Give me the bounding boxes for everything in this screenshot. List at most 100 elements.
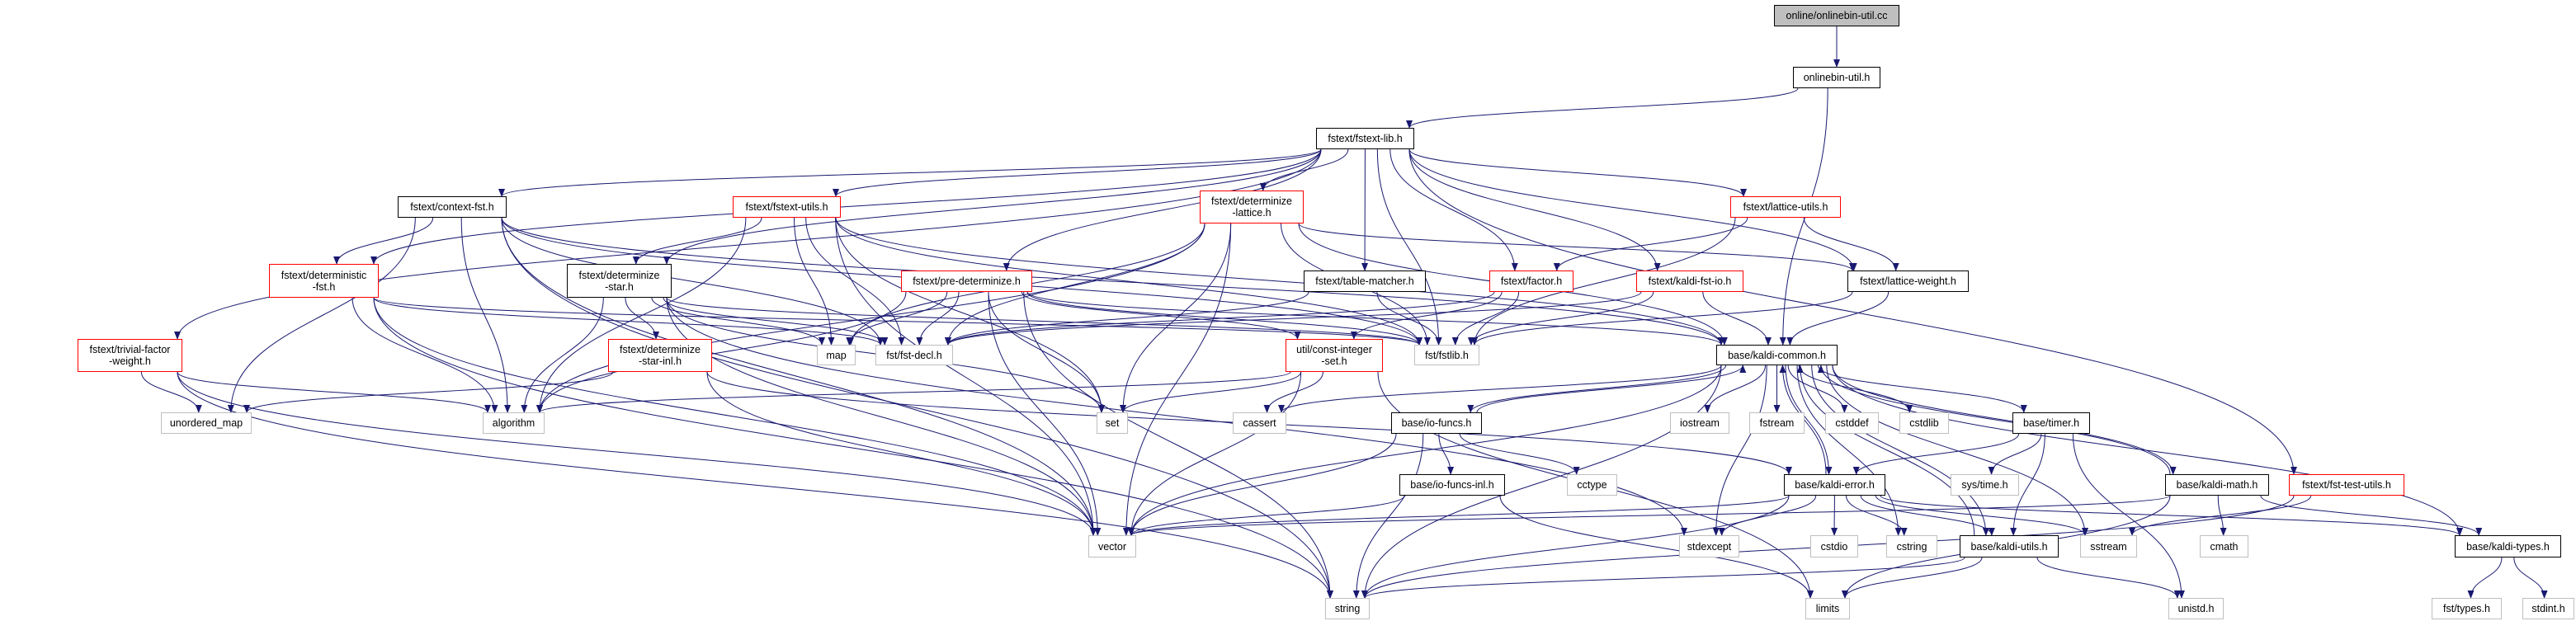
- edge-kaldi_common-to-string: [1361, 365, 1722, 599]
- edge-io_funcs-to-io_funcs_inl: [1438, 433, 1455, 475]
- node-label: cstring: [1896, 540, 1927, 553]
- node-cstring: cstring: [1886, 535, 1937, 557]
- node-deterministic-fst[interactable]: fstext/deterministic -fst.h: [269, 264, 379, 298]
- edge-const_int_set-to-vector: [1128, 371, 1302, 536]
- edge-det_star-to-vector: [666, 297, 1097, 536]
- node-label: set: [1105, 417, 1120, 429]
- node-const-int-set[interactable]: util/const-integer -set.h: [1286, 339, 1383, 372]
- node-trivial-fw[interactable]: fstext/trivial-factor -weight.h: [78, 339, 182, 372]
- edge-fstext_lib-to-fst_test_utils: [1408, 148, 2297, 475]
- node-context-fst[interactable]: fstext/context-fst.h: [398, 196, 507, 218]
- node-label: base/kaldi-math.h: [2176, 479, 2258, 491]
- node-label: sys/time.h: [1961, 479, 2008, 491]
- node-label: base/io-funcs-inl.h: [1410, 479, 1494, 491]
- node-label: util/const-integer: [1296, 344, 1372, 355]
- edge-context_fst-to-unordered_map: [227, 217, 416, 413]
- edge-factor-to-fstlib: [1451, 291, 1520, 346]
- node-lattice-weight[interactable]: fstext/lattice-weight.h: [1847, 271, 1969, 292]
- edge-pre_det-to-map: [846, 291, 948, 346]
- node-kaldi-utils[interactable]: base/kaldi-utils.h: [1960, 535, 2059, 557]
- edge-lattice_utils-to-factor: [1553, 217, 1748, 271]
- edge-kaldi_fst_io-to-fstlib: [1468, 291, 1654, 346]
- edge-kaldi_common-to-kaldi_utils: [1811, 365, 1989, 536]
- node-lattice-utils[interactable]: fstext/lattice-utils.h: [1730, 196, 1841, 218]
- edge-factor-to-const_int_set: [1350, 291, 1503, 340]
- node-io-funcs-inl[interactable]: base/io-funcs-inl.h: [1399, 474, 1505, 496]
- edge-deterministic_fst-to-fst_decl: [373, 297, 884, 346]
- edge-context_fst-to-vector: [501, 217, 1097, 536]
- edge-kaldi_utils-to-kaldi_common: [1796, 365, 1975, 536]
- node-cstdio: cstdio: [1810, 535, 1858, 557]
- edge-fstext_lib-to-context_fst: [498, 148, 1322, 197]
- node-unordered-map: unordered_map: [161, 412, 252, 434]
- node-sstream: sstream: [2080, 535, 2137, 557]
- edge-timer-to-sys_time: [1988, 433, 2042, 475]
- edge-kaldi_math-to-cmath: [2217, 495, 2227, 536]
- node-label: fst/fstlib.h: [1425, 349, 1469, 361]
- node-det-lattice[interactable]: fstext/determinize -lattice.h: [1200, 191, 1304, 223]
- node-label: fstream: [1759, 417, 1795, 429]
- edge-kaldi_types-to-stdint: [2513, 557, 2548, 599]
- edge-const_int_set-to-cassert: [1263, 371, 1323, 413]
- edge-fstext_lib-to-fstext_utils: [833, 148, 1322, 197]
- node-kaldi-types[interactable]: base/kaldi-types.h: [2455, 535, 2561, 557]
- node-cctype: cctype: [1567, 474, 1617, 496]
- node-det-star[interactable]: fstext/determinize -star.h: [567, 264, 672, 298]
- edge-kaldi_math-to-kaldi_common: [1817, 365, 2171, 475]
- edge-kaldi_error-to-kaldi_types: [1880, 495, 2463, 536]
- edge-fstext_lib-to-kaldi_fst_io: [1408, 148, 1661, 271]
- node-set: set: [1097, 412, 1128, 434]
- edge-trivial_fw-to-algorithm: [177, 371, 491, 413]
- node-pre-det[interactable]: fstext/pre-determinize.h: [901, 271, 1032, 292]
- edge-lattice_weight-to-fstlib: [1471, 291, 1853, 346]
- node-label: base/kaldi-error.h: [1795, 479, 1875, 491]
- node-label: cstdlib: [1909, 417, 1939, 429]
- node-label: map: [826, 349, 847, 361]
- node-onlinebin-h[interactable]: onlinebin-util.h: [1793, 67, 1880, 88]
- edge-fstext_lib-to-fstlib: [1376, 148, 1442, 346]
- node-label: fstext/context-fst.h: [410, 201, 494, 213]
- edge-fstext_lib-to-lattice_utils: [1408, 148, 1747, 197]
- node-table-matcher[interactable]: fstext/table-matcher.h: [1304, 271, 1426, 292]
- node-fst-test-utils[interactable]: fstext/fst-test-utils.h: [2289, 474, 2404, 496]
- node-label: cctype: [1577, 479, 1607, 491]
- node-label: limits: [1815, 603, 1840, 614]
- node-label: sstream: [2090, 540, 2127, 553]
- node-factor[interactable]: fstext/factor.h: [1489, 271, 1573, 292]
- edge-context_fst-to-algorithm: [460, 217, 512, 413]
- edge-fstext_lib-to-deterministic_fst: [370, 148, 1322, 265]
- node-label: -set.h: [1321, 355, 1347, 367]
- edge-kaldi_error-to-string: [1361, 495, 1790, 599]
- edge-kaldi_utils-to-unistd: [2036, 557, 2181, 599]
- edge-io_funcs-to-cctype: [1459, 433, 1580, 475]
- node-kaldi-error[interactable]: base/kaldi-error.h: [1784, 474, 1885, 496]
- node-kaldi-math[interactable]: base/kaldi-math.h: [2165, 474, 2269, 496]
- edge-fstext_lib-to-factor: [1389, 148, 1518, 271]
- edge-kaldi_error-to-stdexcept: [1718, 495, 1817, 536]
- node-root[interactable]: online/onlinebin-util.cc: [1774, 5, 1899, 26]
- edge-factor-to-fst_decl: [945, 291, 1495, 346]
- node-label: unistd.h: [2177, 603, 2215, 614]
- node-det-star-inl[interactable]: fstext/determinize -star-inl.h: [608, 339, 712, 372]
- node-io-funcs[interactable]: base/io-funcs.h: [1391, 412, 1482, 434]
- node-fstext-lib[interactable]: fstext/fstext-lib.h: [1316, 128, 1414, 149]
- node-kaldi-common[interactable]: base/kaldi-common.h: [1716, 345, 1838, 365]
- edge-table_matcher-to-fst_decl: [945, 291, 1309, 346]
- edge-kaldi_math-to-kaldi_types: [2260, 495, 2483, 536]
- edge-pre_det-to-fst_decl: [916, 291, 960, 346]
- edge-pre_det-to-string: [1023, 291, 1333, 599]
- node-sys-time: sys/time.h: [1951, 474, 2019, 496]
- edge-kaldi_common-to-cstring: [1796, 365, 1902, 536]
- node-kaldi-fst-io[interactable]: fstext/kaldi-fst-io.h: [1636, 271, 1743, 292]
- edge-det_star-to-map: [651, 297, 825, 346]
- edge-kaldi_error-to-cstring: [1846, 495, 1908, 536]
- node-label: fst/types.h: [2443, 603, 2490, 614]
- edge-context_fst-to-deterministic_fst: [333, 217, 434, 265]
- edge-trivial_fw-to-string: [177, 371, 1333, 599]
- node-fstext-utils[interactable]: fstext/fstext-utils.h: [733, 196, 841, 218]
- node-timer[interactable]: base/timer.h: [2012, 412, 2090, 434]
- node-label: fstext/deterministic: [281, 269, 367, 281]
- edge-det_star-to-fstlib: [666, 297, 1422, 346]
- node-label: string: [1334, 603, 1361, 614]
- node-label: fstext/fstext-utils.h: [745, 201, 828, 213]
